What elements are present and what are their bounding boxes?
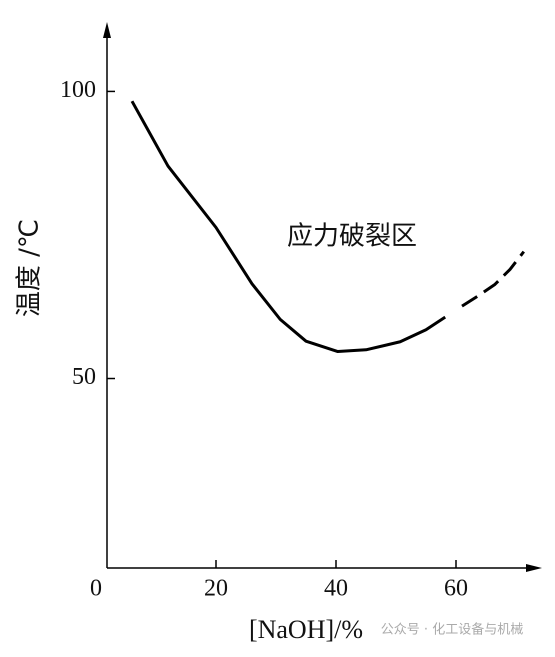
y-tick-label: 100	[60, 77, 96, 103]
x-axis-label: [NaOH]/%	[249, 615, 363, 644]
curve	[130, 100, 447, 354]
x-tick-label: 60	[444, 576, 468, 602]
x-axis-arrow	[526, 564, 542, 572]
y-axis-label: 温度 /℃	[15, 219, 45, 317]
x-tick-label: 40	[324, 576, 348, 602]
x-tick-label: 20	[204, 576, 228, 602]
y-axis-arrow	[103, 22, 111, 38]
x-tick-label: 0	[90, 576, 102, 602]
annotation: 应力破裂区	[287, 222, 417, 252]
y-tick-label: 50	[72, 364, 96, 390]
watermark: 公众号 · 化工设备与机械	[381, 622, 523, 638]
curve	[461, 250, 525, 308]
